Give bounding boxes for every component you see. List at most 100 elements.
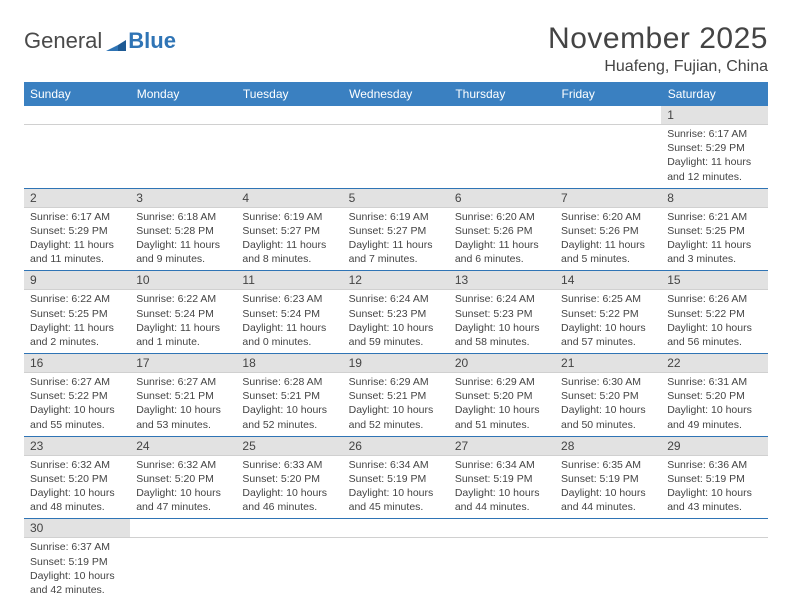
empty-cell xyxy=(661,519,767,538)
daylight-line-1: Daylight: 11 hours xyxy=(667,238,761,252)
sunrise-line: Sunrise: 6:19 AM xyxy=(349,210,443,224)
empty-cell xyxy=(130,125,236,189)
sunset-line: Sunset: 5:19 PM xyxy=(30,555,124,569)
sunset-line: Sunset: 5:27 PM xyxy=(242,224,336,238)
daylight-line-2: and 7 minutes. xyxy=(349,252,443,266)
day-number: 2 xyxy=(24,188,130,207)
header-right: November 2025 Huafeng, Fujian, China xyxy=(548,22,768,76)
calendar-page: General Blue November 2025 Huafeng, Fuji… xyxy=(0,0,792,611)
sunrise-line: Sunrise: 6:23 AM xyxy=(242,292,336,306)
day-details: Sunrise: 6:26 AMSunset: 5:22 PMDaylight:… xyxy=(661,290,767,354)
day-number: 11 xyxy=(236,271,342,290)
weekday-header: Friday xyxy=(555,82,661,106)
sunrise-line: Sunrise: 6:25 AM xyxy=(561,292,655,306)
day-number: 5 xyxy=(343,188,449,207)
day-details: Sunrise: 6:29 AMSunset: 5:21 PMDaylight:… xyxy=(343,373,449,437)
sunset-line: Sunset: 5:22 PM xyxy=(30,389,124,403)
daylight-line-1: Daylight: 10 hours xyxy=(30,569,124,583)
day-details: Sunrise: 6:21 AMSunset: 5:25 PMDaylight:… xyxy=(661,207,767,271)
day-details: Sunrise: 6:34 AMSunset: 5:19 PMDaylight:… xyxy=(449,455,555,519)
daylight-line-1: Daylight: 11 hours xyxy=(349,238,443,252)
day-details: Sunrise: 6:24 AMSunset: 5:23 PMDaylight:… xyxy=(343,290,449,354)
day-number: 7 xyxy=(555,188,661,207)
month-title: November 2025 xyxy=(548,22,768,56)
sunrise-line: Sunrise: 6:31 AM xyxy=(667,375,761,389)
sunrise-line: Sunrise: 6:24 AM xyxy=(349,292,443,306)
day-details: Sunrise: 6:33 AMSunset: 5:20 PMDaylight:… xyxy=(236,455,342,519)
empty-cell xyxy=(555,519,661,538)
sunset-line: Sunset: 5:21 PM xyxy=(242,389,336,403)
sunrise-line: Sunrise: 6:20 AM xyxy=(561,210,655,224)
day-number: 3 xyxy=(130,188,236,207)
empty-cell xyxy=(661,538,767,601)
daylight-line-2: and 2 minutes. xyxy=(30,335,124,349)
day-details: Sunrise: 6:37 AMSunset: 5:19 PMDaylight:… xyxy=(24,538,130,601)
day-details: Sunrise: 6:17 AMSunset: 5:29 PMDaylight:… xyxy=(24,207,130,271)
daylight-line-2: and 59 minutes. xyxy=(349,335,443,349)
day-details: Sunrise: 6:20 AMSunset: 5:26 PMDaylight:… xyxy=(449,207,555,271)
day-number: 20 xyxy=(449,354,555,373)
empty-cell xyxy=(130,106,236,125)
sunset-line: Sunset: 5:24 PM xyxy=(242,307,336,321)
daylight-line-2: and 52 minutes. xyxy=(242,418,336,432)
sunrise-line: Sunrise: 6:32 AM xyxy=(30,458,124,472)
sunrise-line: Sunrise: 6:33 AM xyxy=(242,458,336,472)
daylight-line-1: Daylight: 11 hours xyxy=(136,238,230,252)
sunset-line: Sunset: 5:20 PM xyxy=(30,472,124,486)
sunset-line: Sunset: 5:23 PM xyxy=(349,307,443,321)
sunset-line: Sunset: 5:19 PM xyxy=(349,472,443,486)
sunrise-line: Sunrise: 6:26 AM xyxy=(667,292,761,306)
daylight-line-2: and 47 minutes. xyxy=(136,500,230,514)
weekday-header: Thursday xyxy=(449,82,555,106)
sunrise-line: Sunrise: 6:20 AM xyxy=(455,210,549,224)
sunrise-line: Sunrise: 6:34 AM xyxy=(455,458,549,472)
daylight-line-2: and 8 minutes. xyxy=(242,252,336,266)
empty-cell xyxy=(343,125,449,189)
daylight-line-2: and 12 minutes. xyxy=(667,170,761,184)
sunset-line: Sunset: 5:26 PM xyxy=(455,224,549,238)
sunrise-line: Sunrise: 6:29 AM xyxy=(349,375,443,389)
day-details: Sunrise: 6:25 AMSunset: 5:22 PMDaylight:… xyxy=(555,290,661,354)
day-number: 26 xyxy=(343,436,449,455)
sunrise-line: Sunrise: 6:17 AM xyxy=(667,127,761,141)
sunset-line: Sunset: 5:26 PM xyxy=(561,224,655,238)
day-number: 14 xyxy=(555,271,661,290)
day-number: 8 xyxy=(661,188,767,207)
sunrise-line: Sunrise: 6:21 AM xyxy=(667,210,761,224)
day-details: Sunrise: 6:30 AMSunset: 5:20 PMDaylight:… xyxy=(555,373,661,437)
empty-cell xyxy=(24,106,130,125)
empty-cell xyxy=(449,519,555,538)
daylight-line-1: Daylight: 10 hours xyxy=(667,321,761,335)
day-details: Sunrise: 6:22 AMSunset: 5:24 PMDaylight:… xyxy=(130,290,236,354)
sunrise-line: Sunrise: 6:36 AM xyxy=(667,458,761,472)
daylight-line-2: and 44 minutes. xyxy=(455,500,549,514)
daylight-line-1: Daylight: 11 hours xyxy=(667,155,761,169)
sunrise-line: Sunrise: 6:24 AM xyxy=(455,292,549,306)
daylight-line-2: and 43 minutes. xyxy=(667,500,761,514)
sunset-line: Sunset: 5:20 PM xyxy=(242,472,336,486)
day-number: 23 xyxy=(24,436,130,455)
sunrise-line: Sunrise: 6:30 AM xyxy=(561,375,655,389)
day-details: Sunrise: 6:28 AMSunset: 5:21 PMDaylight:… xyxy=(236,373,342,437)
daylight-line-2: and 0 minutes. xyxy=(242,335,336,349)
sunrise-line: Sunrise: 6:18 AM xyxy=(136,210,230,224)
day-number: 1 xyxy=(661,106,767,125)
daylight-line-1: Daylight: 10 hours xyxy=(561,486,655,500)
empty-cell xyxy=(236,519,342,538)
daylight-line-1: Daylight: 11 hours xyxy=(136,321,230,335)
day-number: 22 xyxy=(661,354,767,373)
brand-part2: Blue xyxy=(128,28,176,54)
sunset-line: Sunset: 5:19 PM xyxy=(667,472,761,486)
daylight-line-2: and 44 minutes. xyxy=(561,500,655,514)
empty-cell xyxy=(236,106,342,125)
daylight-line-2: and 57 minutes. xyxy=(561,335,655,349)
sunset-line: Sunset: 5:28 PM xyxy=(136,224,230,238)
day-number: 19 xyxy=(343,354,449,373)
sunrise-line: Sunrise: 6:22 AM xyxy=(136,292,230,306)
sunset-line: Sunset: 5:24 PM xyxy=(136,307,230,321)
day-details: Sunrise: 6:23 AMSunset: 5:24 PMDaylight:… xyxy=(236,290,342,354)
sunrise-line: Sunrise: 6:35 AM xyxy=(561,458,655,472)
daylight-line-2: and 11 minutes. xyxy=(30,252,124,266)
day-number: 15 xyxy=(661,271,767,290)
day-details: Sunrise: 6:19 AMSunset: 5:27 PMDaylight:… xyxy=(343,207,449,271)
